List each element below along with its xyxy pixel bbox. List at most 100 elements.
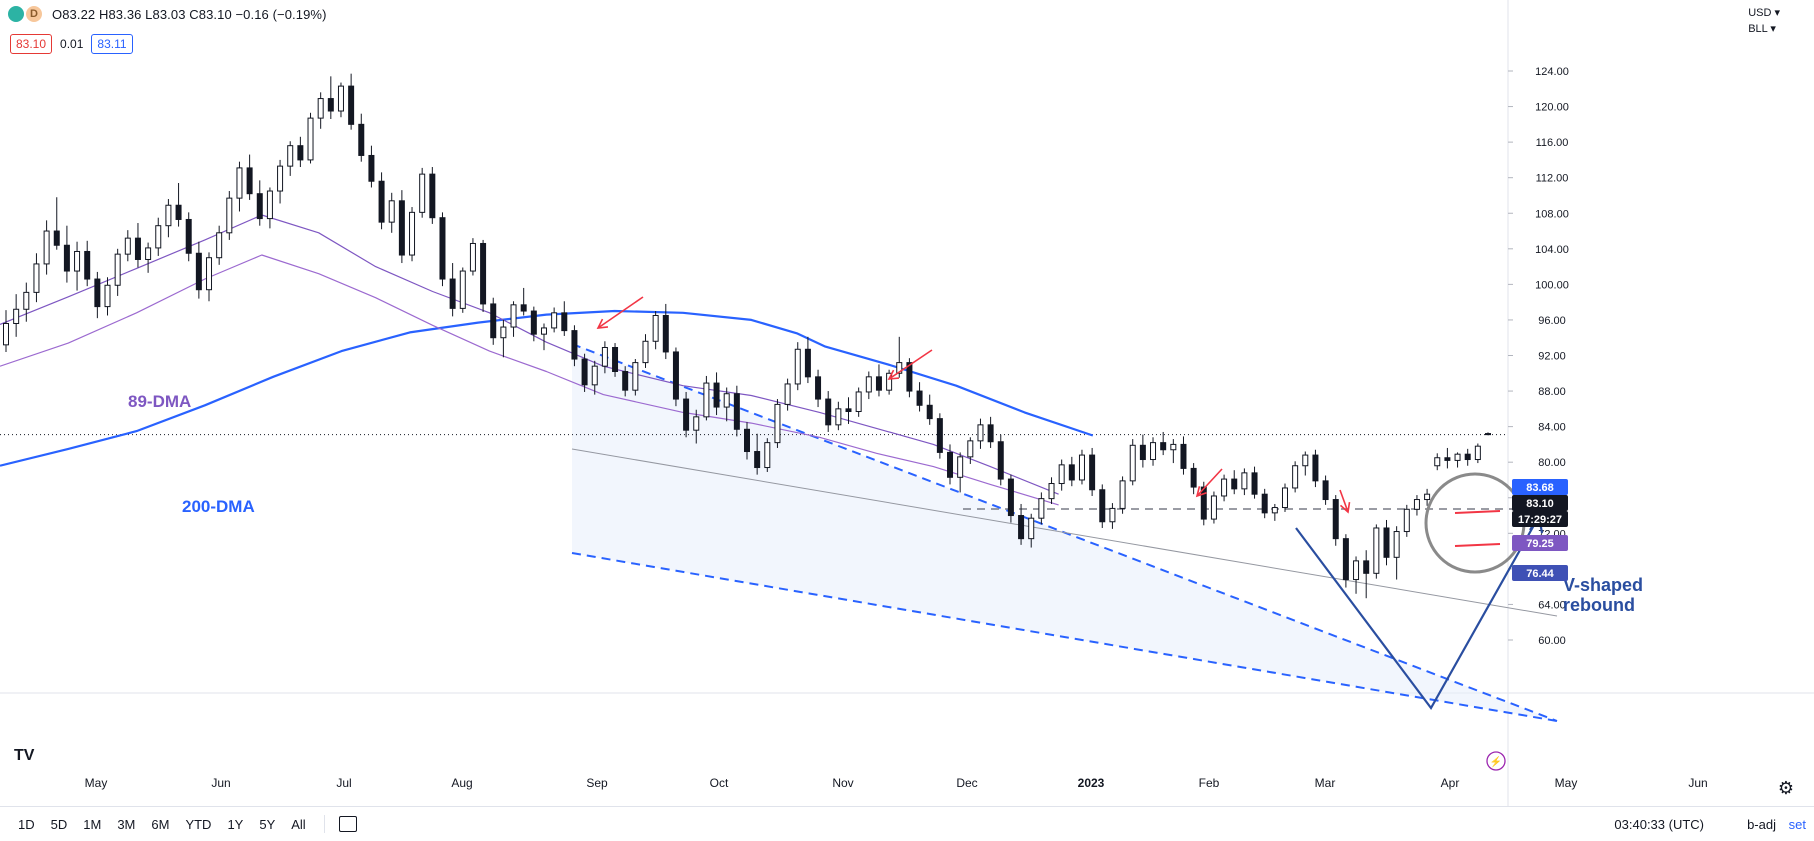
candle-body <box>287 145 294 167</box>
candle-body <box>1119 480 1126 509</box>
candle-body <box>3 322 9 346</box>
candle-body <box>429 173 436 219</box>
bid-price[interactable]: 83.10 <box>10 34 53 54</box>
candle-body <box>1474 445 1481 461</box>
settings-gear-icon[interactable]: ⚙ <box>1777 778 1794 798</box>
candle-body <box>1322 480 1329 501</box>
x-tick-label: Mar <box>1315 776 1336 790</box>
x-tick-label: May <box>85 776 108 790</box>
candle-body <box>94 278 101 308</box>
y-tick-label: 116.00 <box>1536 137 1569 149</box>
candle-body <box>33 263 40 293</box>
candle-body <box>13 308 20 324</box>
timeframe-all[interactable]: All <box>291 816 306 832</box>
candle-body <box>540 327 547 335</box>
go-to-date-calendar-icon[interactable] <box>338 816 357 832</box>
timeframe-ytd[interactable]: YTD <box>185 816 212 832</box>
candle-body <box>307 117 314 161</box>
bottom-toolbar: 1D 5D 1M 3M 6M YTD 1Y 5Y All 03:40:33 (U… <box>0 806 1814 841</box>
candle-body <box>175 204 182 220</box>
currency-selector[interactable]: USD ▾ <box>1748 7 1780 19</box>
symbol-header: D O83.22 H83.36 L83.03 C83.10 −0.16 (−0.… <box>8 6 327 22</box>
candle-body <box>236 167 243 199</box>
candle-body <box>916 390 923 406</box>
candle-body <box>1109 507 1116 523</box>
y-tick-label: 108.00 <box>1535 208 1569 220</box>
chevron-down-icon: ▾ <box>1771 7 1780 19</box>
ohlc-values: O83.22 H83.36 L83.03 C83.10 −0.16 (−0.19… <box>52 6 327 22</box>
candle-body <box>744 428 750 453</box>
candle-body <box>63 244 70 272</box>
candle-body <box>317 98 324 119</box>
candle-body <box>947 451 954 478</box>
v-shape-line <box>1295 517 1539 711</box>
candle-body <box>1200 486 1207 520</box>
timeframe-1m[interactable]: 1M <box>83 816 102 832</box>
settlement-toggle[interactable]: set <box>1788 816 1806 832</box>
price-badge-label: 17:29:27 <box>1518 514 1562 526</box>
candle-body <box>277 165 284 192</box>
candle-body <box>1231 478 1238 490</box>
timeframe-5d[interactable]: 5D <box>50 816 68 832</box>
candle-body <box>1048 483 1055 500</box>
candle-body <box>601 346 608 367</box>
unit-selector[interactable]: BLL ▾ <box>1748 23 1776 35</box>
timeframe-3m[interactable]: 3M <box>117 816 136 832</box>
candle-body <box>1353 560 1360 581</box>
candle-body <box>571 330 578 360</box>
candle-body <box>632 362 639 391</box>
y-tick-label: 104.00 <box>1535 244 1569 256</box>
candle-body <box>104 284 111 308</box>
candle-body <box>987 424 994 443</box>
candle-body <box>439 217 446 280</box>
symbol-logo[interactable]: D <box>8 6 42 22</box>
price-badge-label: 83.68 <box>1526 482 1554 494</box>
candle-body <box>815 376 822 400</box>
x-tick-label: Nov <box>832 776 853 790</box>
candle-body <box>957 456 964 478</box>
candle-body <box>561 312 568 332</box>
candle-body <box>723 393 730 408</box>
candle-body <box>591 365 598 386</box>
price-badge-bg <box>1512 535 1568 551</box>
timeframe-5y[interactable]: 5Y <box>259 816 276 832</box>
candle-body <box>500 326 507 339</box>
candle-body <box>165 204 172 227</box>
candle-body <box>622 371 629 391</box>
candle-body <box>835 408 842 426</box>
utc-clock[interactable]: 03:40:33 (UTC) <box>1614 816 1704 832</box>
candle-body <box>1363 560 1370 574</box>
candle-body <box>1302 454 1309 467</box>
candle-body <box>1139 444 1146 461</box>
timeframe-1d[interactable]: 1D <box>18 816 35 832</box>
candle-body <box>886 372 893 391</box>
candle-body <box>185 218 192 254</box>
candle-body <box>1332 499 1339 540</box>
candle-body <box>348 85 355 125</box>
candle-body <box>865 376 872 393</box>
candle-body <box>845 408 852 413</box>
adjustment-toggle[interactable]: b-adj <box>1747 816 1776 832</box>
candle-body <box>581 358 588 386</box>
ask-price[interactable]: 83.11 <box>91 34 133 54</box>
y-tick-label: 124.00 <box>1535 66 1569 78</box>
resistance-touch-arrow <box>1195 468 1223 498</box>
price-badge-label: 76.44 <box>1526 568 1554 580</box>
candle-body <box>520 304 527 312</box>
candle-body <box>1271 507 1278 514</box>
timeframe-6m[interactable]: 6M <box>151 816 170 832</box>
candle-body <box>936 418 943 453</box>
x-tick-label: May <box>1555 776 1578 790</box>
candle-body <box>1089 454 1096 491</box>
candle-body <box>997 441 1004 480</box>
candle-body <box>23 291 30 310</box>
candle-body <box>1150 442 1157 461</box>
candle-body <box>398 200 405 256</box>
resistance-touch-arrow <box>1339 489 1351 514</box>
candle-body <box>855 391 862 413</box>
bid-ask-panel: 83.10 0.01 83.11 <box>10 34 133 54</box>
candle-body <box>1485 433 1491 436</box>
timeframe-1y[interactable]: 1Y <box>227 816 244 832</box>
x-tick-label: Dec <box>956 776 977 790</box>
